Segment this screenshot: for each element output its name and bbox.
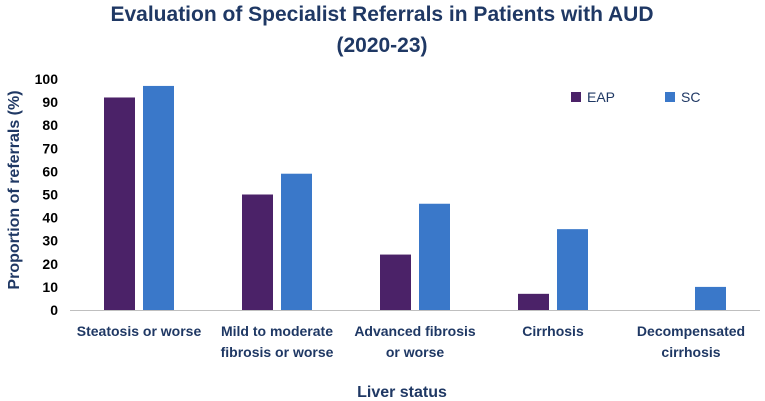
y-tick-label: 100 [35, 71, 59, 87]
chart-title-line-1: Evaluation of Specialist Referrals in Pa… [110, 3, 653, 26]
bar-eap-3 [518, 293, 549, 310]
y-tick-label: 0 [50, 302, 58, 318]
bar-sc-0 [143, 85, 174, 311]
y-axis-ticks: 0 10 20 30 40 50 60 70 80 90 100 [35, 71, 59, 318]
bar-eap-2 [380, 254, 411, 310]
bar-sc-1 [281, 173, 312, 310]
bars [104, 85, 726, 311]
y-tick-label: 50 [42, 187, 58, 203]
y-tick-label: 20 [42, 256, 58, 272]
category-label: Advanced fibrosis [354, 323, 476, 339]
bar-eap-0 [104, 97, 135, 310]
x-axis-label: Liver status [357, 384, 447, 401]
y-tick-label: 60 [42, 163, 58, 179]
category-label: Mild to moderate [221, 323, 333, 339]
category-label: cirrhosis [661, 344, 720, 360]
y-tick-label: 30 [42, 233, 58, 249]
legend-label-eap: EAP [587, 89, 615, 105]
bar-sc-4 [695, 286, 726, 310]
category-label: Decompensated [637, 323, 745, 339]
bar-sc-3 [557, 229, 588, 310]
category-labels: Steatosis or worse Mild to moderate fibros… [77, 323, 745, 360]
bar-sc-2 [419, 203, 450, 310]
y-axis-label: Proportion of referrals (%) [6, 90, 23, 289]
category-label: fibrosis or worse [221, 344, 334, 360]
y-tick-label: 80 [42, 117, 58, 133]
category-label: or worse [386, 344, 445, 360]
category-label: Cirrhosis [522, 323, 584, 339]
bar-eap-1 [242, 194, 273, 310]
y-tick-label: 90 [42, 94, 58, 110]
category-label: Steatosis or worse [77, 323, 202, 339]
legend-label-sc: SC [681, 89, 700, 105]
chart-title-line-2: (2020-23) [336, 34, 427, 57]
legend: EAP SC [571, 89, 700, 105]
legend-swatch-sc [665, 92, 675, 102]
y-tick-label: 10 [42, 279, 58, 295]
y-tick-label: 40 [42, 210, 58, 226]
legend-swatch-eap [571, 92, 581, 102]
y-tick-label: 70 [42, 140, 58, 156]
